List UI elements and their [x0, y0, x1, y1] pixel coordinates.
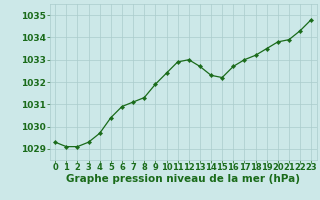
X-axis label: Graphe pression niveau de la mer (hPa): Graphe pression niveau de la mer (hPa) [66, 174, 300, 184]
